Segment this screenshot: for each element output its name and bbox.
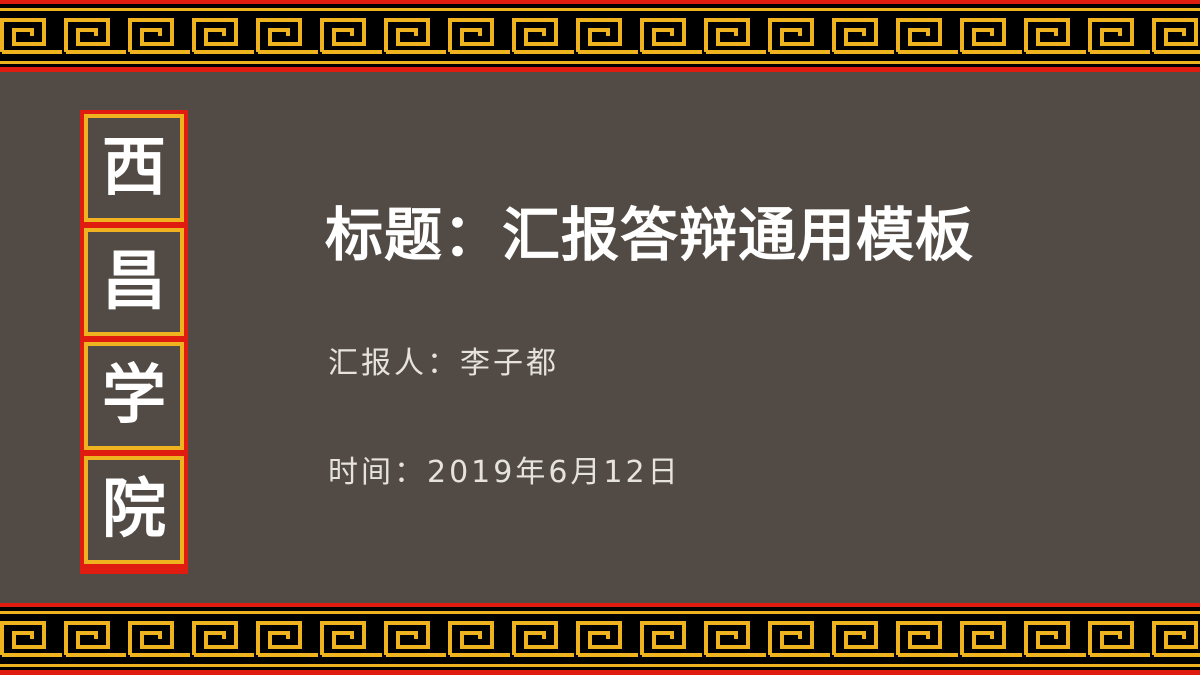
fret-pattern-bottom [0, 621, 1200, 657]
title-char: 昌 [88, 232, 180, 332]
fret-motif [1088, 621, 1150, 657]
fret-motif [1088, 18, 1150, 54]
fret-motif [384, 621, 446, 657]
fret-motif [640, 621, 702, 657]
fret-motif [704, 18, 766, 54]
fret-motif [192, 621, 254, 657]
top-fret-border [0, 0, 1200, 72]
fret-motif [320, 621, 382, 657]
fret-motif [64, 621, 126, 657]
fret-motif [448, 621, 510, 657]
fret-motif [1024, 621, 1086, 657]
fret-motif [576, 621, 638, 657]
fret-motif [1024, 18, 1086, 54]
title-char: 院 [88, 460, 180, 560]
fret-motif [768, 621, 830, 657]
date-line[interactable]: 时间：2019年6月12日 [328, 455, 681, 490]
fret-motif [832, 621, 894, 657]
fret-motif [512, 621, 574, 657]
fret-motif [128, 18, 190, 54]
slide-title[interactable]: 标题：汇报答辩通用模板 [325, 201, 975, 269]
fret-motif [768, 18, 830, 54]
fret-pattern-top [0, 18, 1200, 54]
fret-motif [704, 621, 766, 657]
fret-motif [640, 18, 702, 54]
fret-motif [0, 621, 62, 657]
fret-motif [1152, 621, 1200, 657]
fret-motif [448, 18, 510, 54]
title-char: 学 [88, 346, 180, 446]
title-char: 西 [88, 118, 180, 218]
char-box: 院 [84, 456, 184, 564]
fret-motif [832, 18, 894, 54]
fret-motif [192, 18, 254, 54]
fret-motif [256, 18, 318, 54]
fret-motif [128, 621, 190, 657]
char-box: 西 [84, 114, 184, 222]
bottom-fret-border [0, 603, 1200, 675]
fret-motif [320, 18, 382, 54]
fret-motif [960, 18, 1022, 54]
char-box: 昌 [84, 228, 184, 336]
fret-motif [960, 621, 1022, 657]
reporter-line[interactable]: 汇报人：李子都 [328, 346, 559, 381]
fret-motif [576, 18, 638, 54]
fret-motif [512, 18, 574, 54]
char-box: 学 [84, 342, 184, 450]
fret-motif [1152, 18, 1200, 54]
fret-motif [0, 18, 62, 54]
fret-motif [64, 18, 126, 54]
fret-motif [896, 18, 958, 54]
fret-motif [384, 18, 446, 54]
fret-motif [896, 621, 958, 657]
vertical-title-xichang-college: 西 昌 学 院 [80, 110, 188, 574]
fret-motif [256, 621, 318, 657]
